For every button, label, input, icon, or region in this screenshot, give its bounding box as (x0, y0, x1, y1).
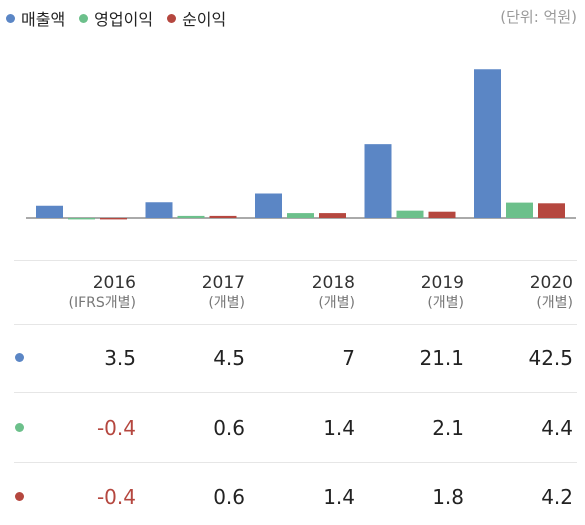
year-label: 2017 (201, 273, 245, 293)
legend-label-net-income: 순이익 (182, 10, 227, 29)
legend-dot-revenue (6, 13, 15, 23)
table-cell-영업이익-2016: -0.4 (96, 416, 136, 440)
bar-순이익-2020[interactable] (538, 203, 565, 218)
legend-dot-operating-profit (79, 13, 89, 23)
year-label: 2020 (529, 273, 573, 293)
table-cell-영업이익-2019: 2.1 (432, 416, 464, 440)
table-cell-매출액-2019: 21.1 (419, 346, 464, 370)
divider (14, 392, 577, 393)
table-cell-영업이익-2018: 1.4 (323, 416, 355, 440)
year-sublabel: (개별) (318, 295, 355, 311)
year-sublabel: (IFRS개별) (68, 295, 136, 311)
table-cell-매출액-2017: 4.5 (213, 346, 245, 370)
year-header-2018: 2018 (개별) (245, 273, 355, 313)
legend-label-revenue: 매출액 (21, 10, 66, 29)
legend-item-revenue[interactable]: 매출액 (6, 6, 65, 30)
bar-영업이익-2019[interactable] (396, 210, 424, 218)
table-cell-순이익-2016: -0.4 (96, 485, 136, 509)
row-dot-영업이익 (15, 423, 24, 432)
legend-label-operating-profit: 영업이익 (94, 10, 154, 29)
table-cell-순이익-2017: 0.6 (213, 485, 245, 509)
year-header-row: 2016 (IFRS개별) 2017 (개별) 2018 (개별) 2019 (개별) 2020… (0, 273, 585, 319)
divider (14, 324, 577, 325)
bar-순이익-2017[interactable] (209, 215, 237, 218)
bar-chart (26, 69, 576, 220)
table-cell-매출액-2020: 42.5 (528, 346, 573, 370)
bar-순이익-2016[interactable] (100, 218, 127, 220)
table-cell-영업이익-2020: 4.4 (541, 416, 573, 440)
table-cell-순이익-2019: 1.8 (432, 485, 464, 509)
divider (14, 462, 577, 463)
table-row-operating-profit: -0.4 0.6 1.4 2.1 4.4 (0, 408, 585, 448)
year-sublabel: (개별) (427, 295, 464, 311)
legend-item-operating-profit[interactable]: 영업이익 (79, 6, 153, 30)
legend-dot-net-income (167, 13, 177, 23)
bar-영업이익-2017[interactable] (177, 215, 205, 218)
table-row-revenue: 3.5 4.5 7 21.1 42.5 (0, 338, 585, 378)
row-dot-매출액 (15, 353, 24, 362)
table-cell-순이익-2018: 1.4 (323, 485, 355, 509)
bar-영업이익-2018[interactable] (287, 213, 314, 218)
bar-매출액-2016[interactable] (36, 205, 63, 218)
unit-label: (단위: 억원) (500, 8, 577, 26)
year-header-2020: 2020 (개별) (463, 273, 573, 313)
bar-매출액-2018[interactable] (255, 193, 282, 219)
year-label: 2016 (92, 273, 136, 293)
year-sublabel: (개별) (536, 295, 573, 311)
year-header-2016: 2016 (IFRS개별) (26, 273, 136, 313)
bar-순이익-2019[interactable] (428, 211, 456, 218)
chart-legend: 매출액 영업이익 순이익 (6, 6, 226, 30)
table-row-net-income: -0.4 0.6 1.4 1.8 4.2 (0, 477, 585, 517)
bar-매출액-2019[interactable] (364, 144, 392, 218)
bar-영업이익-2016[interactable] (68, 218, 95, 220)
table-cell-순이익-2020: 4.2 (541, 485, 573, 509)
table-cell-매출액-2018: 7 (342, 346, 355, 370)
year-header-2019: 2019 (개별) (354, 273, 464, 313)
row-dot-순이익 (15, 492, 24, 501)
year-label: 2019 (420, 273, 464, 293)
table-cell-매출액-2016: 3.5 (104, 346, 136, 370)
bar-매출액-2017[interactable] (145, 202, 173, 218)
legend-item-net-income[interactable]: 순이익 (167, 6, 226, 30)
divider (14, 260, 577, 261)
year-label: 2018 (311, 273, 355, 293)
bar-순이익-2018[interactable] (319, 213, 346, 218)
year-header-2017: 2017 (개별) (135, 273, 245, 313)
table-cell-영업이익-2017: 0.6 (213, 416, 245, 440)
year-sublabel: (개별) (208, 295, 245, 311)
bar-영업이익-2020[interactable] (506, 202, 533, 218)
bar-매출액-2020[interactable] (474, 69, 501, 218)
